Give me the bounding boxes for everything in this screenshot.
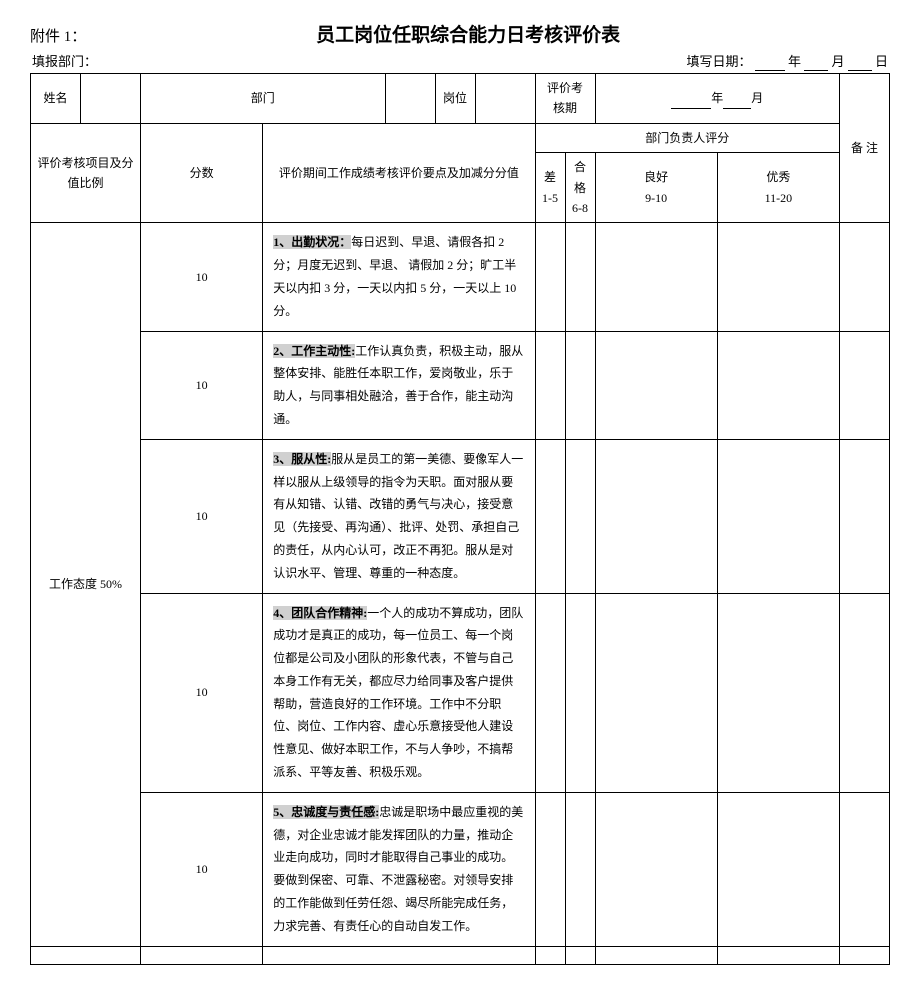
remark-cell [840, 223, 890, 331]
dept-header: 部门 [141, 74, 386, 124]
excellent-cell [717, 223, 839, 331]
table-row: 10 2、工作主动性:工作认真负责，积极主动，服从整体安排、能胜任本职工作，爱岗… [31, 331, 890, 439]
table-row: 10 3、服从性:服从是员工的第一美德、要像军人一样以服从上级领导的指令为天职。… [31, 439, 890, 593]
poor-cell [535, 223, 565, 331]
attachment-label: 附件 1： [30, 25, 86, 46]
name-header: 姓名 [31, 74, 81, 124]
poor-header: 差1-5 [535, 153, 565, 223]
score-cell: 10 [141, 439, 263, 593]
info-row: 姓名 部门 岗位 评价考核期 年 月 备 注 [31, 74, 890, 124]
table-row: 10 4、团队合作精神:一个人的成功不算成功，团队成功才是真正的成功，每一位员工… [31, 593, 890, 792]
table-row: 10 5、忠诚度与责任感:忠诚是职场中最应重视的美德，对企业忠诚才能发挥团队的力… [31, 792, 890, 946]
date-fill: 填写日期： 年 月 日 [686, 51, 888, 71]
score-cell: 10 [141, 593, 263, 792]
score-cell: 10 [141, 223, 263, 331]
criteria-cell: 3、服从性:服从是员工的第一美德、要像军人一样以服从上级领导的指令为天职。面对服… [263, 439, 535, 593]
excellent-header: 优秀11-20 [717, 153, 839, 223]
period-header: 评价考核期 [535, 74, 595, 124]
criteria-cell: 4、团队合作精神:一个人的成功不算成功，团队成功才是真正的成功，每一位员工、每一… [263, 593, 535, 792]
project-header: 评价考核项目及分值比例 [31, 123, 141, 223]
score-header: 分数 [141, 123, 263, 223]
subheader-row: 填报部门： 填写日期： 年 月 日 [30, 51, 890, 71]
main-title: 员工岗位任职综合能力日考核评价表 [186, 20, 750, 47]
header-row-2: 评价考核项目及分值比例 分数 评价期间工作成绩考核评价要点及加减分分值 部门负责… [31, 123, 890, 152]
manager-score-header: 部门负责人评分 [535, 123, 840, 152]
header-row: 附件 1： 员工岗位任职综合能力日考核评价表 [30, 20, 890, 47]
pass-header: 合格6-8 [565, 153, 595, 223]
good-header: 良好9-10 [595, 153, 717, 223]
score-cell: 10 [141, 331, 263, 439]
dept-fill-label: 填报部门： [32, 51, 97, 71]
criteria-header: 评价期间工作成绩考核评价要点及加减分分值 [263, 123, 535, 223]
pass-cell [565, 223, 595, 331]
name-value [81, 74, 141, 124]
score-cell: 10 [141, 792, 263, 946]
empty-row [31, 946, 890, 964]
position-value [475, 74, 535, 124]
dept-value [385, 74, 435, 124]
evaluation-table: 姓名 部门 岗位 评价考核期 年 月 备 注 评价考核项目及分值比例 分数 评价… [30, 73, 890, 965]
criteria-cell: 1、出勤状况：每日迟到、早退、请假各扣 2 分；月度无迟到、早退、 请假加 2 … [263, 223, 535, 331]
remark-header: 备 注 [840, 74, 890, 223]
table-row: 工作态度 50% 10 1、出勤状况：每日迟到、早退、请假各扣 2 分；月度无迟… [31, 223, 890, 331]
criteria-cell: 5、忠诚度与责任感:忠诚是职场中最应重视的美德，对企业忠诚才能发挥团队的力量，推… [263, 792, 535, 946]
good-cell [595, 223, 717, 331]
criteria-cell: 2、工作主动性:工作认真负责，积极主动，服从整体安排、能胜任本职工作，爱岗敬业，… [263, 331, 535, 439]
category-cell: 工作态度 50% [31, 223, 141, 946]
period-value: 年 月 [595, 74, 840, 124]
position-header: 岗位 [435, 74, 475, 124]
